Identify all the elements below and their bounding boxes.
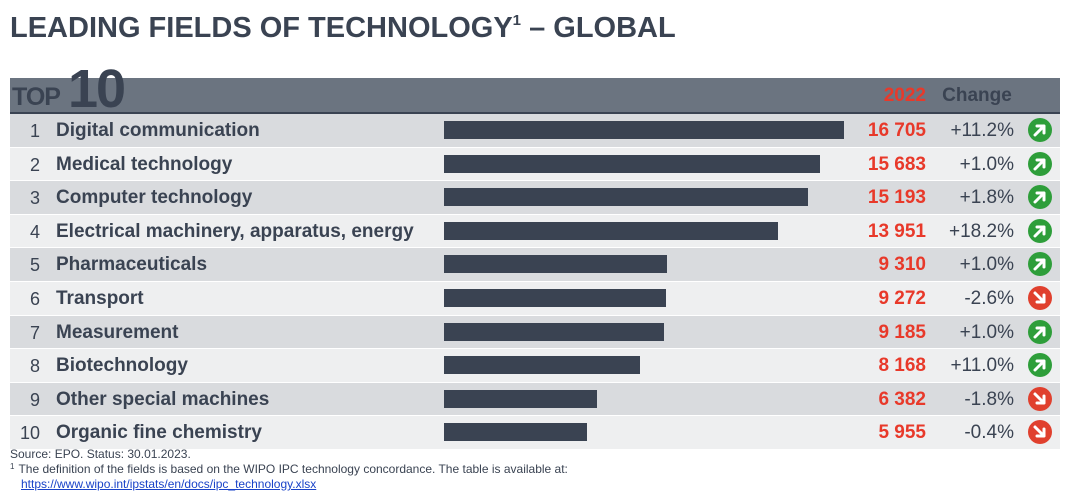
- rank-label: 6: [29, 288, 40, 309]
- page-title: LEADING FIELDS OF TECHNOLOGY1 – GLOBAL: [10, 12, 676, 44]
- change-label: +1.0%: [959, 153, 1014, 175]
- top-label: TOP: [12, 83, 61, 111]
- value-label: 16 705: [867, 120, 926, 141]
- arrow-up-right-icon: [1028, 218, 1052, 243]
- value-label: 9 185: [878, 321, 926, 343]
- change-column-header: Change: [942, 85, 1012, 106]
- table-header: TOP 10 2022 Change: [10, 59, 1060, 119]
- rank-label: 5: [29, 255, 40, 276]
- ranking-table: TOP 10 2022 Change 1 Digital communicatio…: [10, 59, 1060, 450]
- bar: [444, 356, 640, 375]
- table-row: 1 Digital communication 16 705 +11.2%: [10, 114, 1060, 148]
- arrow-down-right-icon: [1028, 285, 1052, 310]
- bar: [444, 188, 808, 207]
- bar: [444, 389, 597, 408]
- rank-label: 4: [29, 221, 40, 242]
- field-label: Digital communication: [56, 120, 260, 141]
- table-body: 1 Digital communication 16 705 +11.2% 2 Medic…: [10, 114, 1060, 450]
- title-footnote-mark: 1: [512, 12, 522, 29]
- bar: [444, 255, 667, 274]
- value-label: 13 951: [867, 220, 926, 242]
- rank-label: 3: [29, 188, 40, 209]
- bar: [444, 121, 844, 139]
- rank-label: 8: [29, 356, 40, 377]
- year-column-header: 2022: [883, 85, 926, 106]
- footnote-text: The definition of the fields is based on…: [18, 462, 568, 476]
- arrow-up-right-icon: [1028, 252, 1052, 277]
- change-label: -1.8%: [964, 388, 1014, 410]
- arrow-down-right-icon: [1028, 420, 1052, 445]
- source-note: Source: EPO. Status: 30.01.2023.: [10, 447, 191, 461]
- arrow-up-right-icon: [1028, 319, 1052, 344]
- bar: [444, 322, 664, 341]
- table-row: 6 Transport 9 272 -2.6%: [10, 281, 1060, 316]
- table-row: 4 Electrical machinery, apparatus, energy…: [10, 214, 1060, 249]
- arrow-up-right-icon: [1028, 185, 1052, 210]
- change-label: +18.2%: [949, 220, 1014, 242]
- rank-label: 10: [19, 423, 40, 444]
- change-label: +1.8%: [959, 187, 1014, 209]
- arrow-up-right-icon: [1028, 151, 1052, 176]
- arrow-down-right-icon: [1028, 386, 1052, 411]
- arrow-up-right-icon: [1028, 118, 1052, 142]
- arrow-up-right-icon: [1028, 353, 1052, 378]
- value-label: 6 382: [878, 388, 926, 410]
- bar: [444, 154, 820, 173]
- value-label: 15 193: [867, 187, 926, 209]
- table-row: 7 Measurement 9 185 +1.0%: [10, 315, 1060, 350]
- change-label: -2.6%: [964, 287, 1014, 309]
- bar: [444, 423, 587, 442]
- field-label: Other special machines: [56, 388, 270, 410]
- rank-label: 1: [29, 121, 40, 141]
- table-row: 9 Other special machines 6 382 -1.8%: [10, 382, 1060, 417]
- field-label: Electrical machinery, apparatus, energy: [56, 220, 414, 242]
- table-row: 5 Pharmaceuticals 9 310 +1.0%: [10, 248, 1060, 282]
- field-label: Pharmaceuticals: [56, 254, 208, 276]
- top-number: 10: [68, 59, 126, 119]
- value-label: 9 310: [878, 254, 926, 276]
- value-label: 8 168: [878, 355, 926, 377]
- bar: [444, 221, 779, 240]
- rank-label: 7: [29, 322, 40, 343]
- field-label: Measurement: [56, 321, 179, 343]
- footnote: 1 The definition of the fields is based o…: [10, 462, 568, 476]
- table-row: 3 Computer technology 15 193 +1.8%: [10, 181, 1060, 215]
- change-label: +1.0%: [959, 254, 1014, 276]
- change-label: +11.2%: [950, 120, 1014, 141]
- change-label: +1.0%: [959, 321, 1014, 343]
- field-label: Transport: [56, 287, 144, 309]
- change-label: +11.0%: [950, 355, 1014, 377]
- rank-label: 9: [29, 389, 40, 410]
- field-label: Medical technology: [56, 153, 233, 175]
- field-label: Organic fine chemistry: [56, 422, 262, 444]
- concordance-link[interactable]: https://www.wipo.int/ipstats/en/docs/ipc…: [21, 477, 317, 491]
- table-row: 2 Medical technology 15 683 +1.0%: [10, 147, 1060, 182]
- footnote-mark: 1: [10, 462, 15, 471]
- bar: [444, 288, 666, 307]
- rank-label: 2: [29, 154, 40, 175]
- table-row: 8 Biotechnology 8 168 +11.0%: [10, 349, 1060, 383]
- table-row: 10 Organic fine chemistry 5 955 -0.4%: [10, 416, 1060, 450]
- change-label: -0.4%: [964, 422, 1014, 444]
- field-label: Computer technology: [56, 187, 253, 209]
- value-label: 5 955: [878, 422, 926, 444]
- field-label: Biotechnology: [56, 355, 188, 377]
- value-label: 9 272: [878, 287, 926, 309]
- value-label: 15 683: [867, 153, 926, 175]
